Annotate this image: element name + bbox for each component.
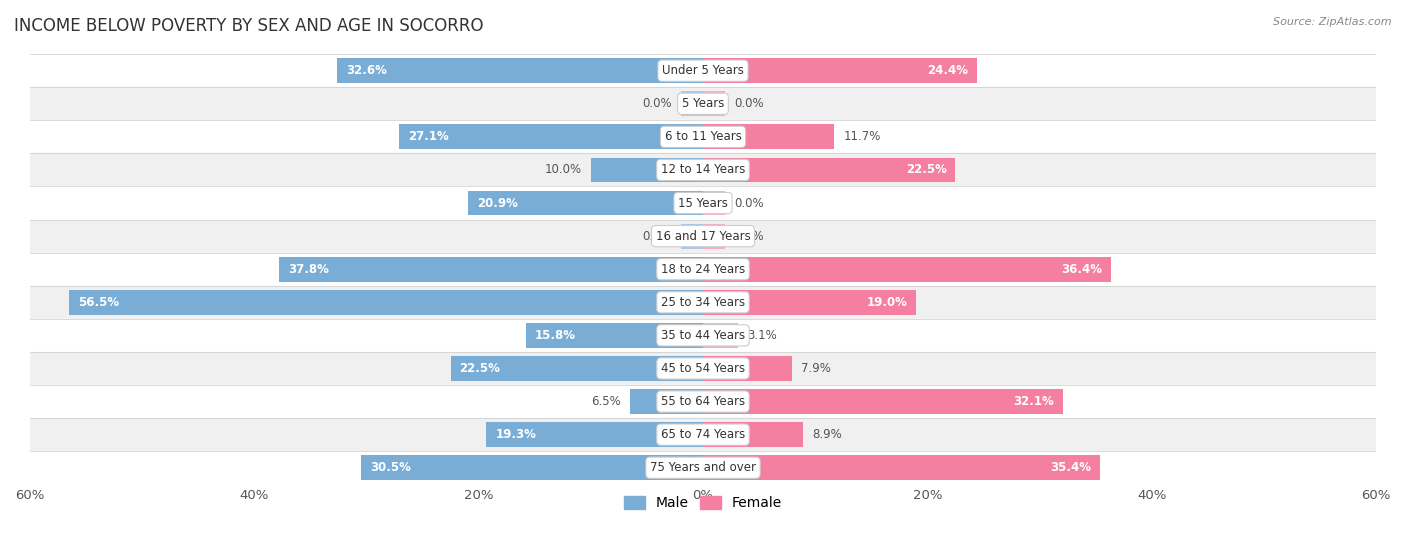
Text: 6 to 11 Years: 6 to 11 Years [665, 130, 741, 143]
Text: 56.5%: 56.5% [77, 296, 120, 309]
Text: 55 to 64 Years: 55 to 64 Years [661, 395, 745, 408]
Bar [703, 455, 1101, 480]
Bar [399, 125, 703, 149]
Text: 11.7%: 11.7% [844, 130, 880, 143]
Bar [703, 224, 725, 249]
Text: 0.0%: 0.0% [734, 197, 763, 210]
Bar [681, 224, 703, 249]
Text: 19.3%: 19.3% [495, 428, 536, 441]
Text: Under 5 Years: Under 5 Years [662, 64, 744, 77]
Text: 6.5%: 6.5% [592, 395, 621, 408]
Bar [468, 191, 703, 215]
Text: 65 to 74 Years: 65 to 74 Years [661, 428, 745, 441]
Text: Source: ZipAtlas.com: Source: ZipAtlas.com [1274, 17, 1392, 27]
Bar [30, 253, 1376, 286]
Bar [703, 125, 834, 149]
Bar [30, 385, 1376, 418]
Text: 32.6%: 32.6% [346, 64, 387, 77]
Text: 18 to 24 Years: 18 to 24 Years [661, 263, 745, 276]
Bar [526, 323, 703, 348]
Bar [30, 451, 1376, 484]
Bar [703, 356, 792, 381]
Text: 0.0%: 0.0% [643, 97, 672, 110]
Bar [450, 356, 703, 381]
Bar [30, 418, 1376, 451]
Bar [703, 422, 803, 447]
Text: 7.9%: 7.9% [800, 362, 831, 375]
Text: 24.4%: 24.4% [927, 64, 967, 77]
Text: INCOME BELOW POVERTY BY SEX AND AGE IN SOCORRO: INCOME BELOW POVERTY BY SEX AND AGE IN S… [14, 17, 484, 35]
Text: 19.0%: 19.0% [866, 296, 907, 309]
Bar [337, 58, 703, 83]
Bar [30, 352, 1376, 385]
Bar [69, 290, 703, 315]
Text: 35 to 44 Years: 35 to 44 Years [661, 329, 745, 342]
Text: 32.1%: 32.1% [1014, 395, 1054, 408]
Text: 35.4%: 35.4% [1050, 461, 1091, 474]
Text: 10.0%: 10.0% [544, 163, 582, 177]
Bar [681, 91, 703, 116]
Text: 15.8%: 15.8% [534, 329, 575, 342]
Bar [30, 187, 1376, 220]
Bar [361, 455, 703, 480]
Text: 37.8%: 37.8% [288, 263, 329, 276]
Legend: Male, Female: Male, Female [619, 491, 787, 516]
Text: 45 to 54 Years: 45 to 54 Years [661, 362, 745, 375]
Bar [30, 120, 1376, 153]
Bar [703, 58, 977, 83]
Text: 0.0%: 0.0% [643, 230, 672, 243]
Bar [591, 158, 703, 182]
Text: 16 and 17 Years: 16 and 17 Years [655, 230, 751, 243]
Bar [30, 286, 1376, 319]
Bar [703, 323, 738, 348]
Text: 15 Years: 15 Years [678, 197, 728, 210]
Bar [30, 220, 1376, 253]
Bar [703, 91, 725, 116]
Text: 22.5%: 22.5% [905, 163, 946, 177]
Text: 20.9%: 20.9% [478, 197, 519, 210]
Bar [30, 87, 1376, 120]
Bar [703, 257, 1112, 282]
Text: 27.1%: 27.1% [408, 130, 449, 143]
Bar [278, 257, 703, 282]
Text: 8.9%: 8.9% [811, 428, 842, 441]
Text: 75 Years and over: 75 Years and over [650, 461, 756, 474]
Bar [703, 389, 1063, 414]
Bar [30, 319, 1376, 352]
Text: 0.0%: 0.0% [734, 230, 763, 243]
Bar [486, 422, 703, 447]
Text: 36.4%: 36.4% [1062, 263, 1102, 276]
Text: 12 to 14 Years: 12 to 14 Years [661, 163, 745, 177]
Text: 30.5%: 30.5% [370, 461, 411, 474]
Text: 0.0%: 0.0% [734, 97, 763, 110]
Text: 25 to 34 Years: 25 to 34 Years [661, 296, 745, 309]
Text: 3.1%: 3.1% [747, 329, 776, 342]
Bar [30, 153, 1376, 187]
Text: 5 Years: 5 Years [682, 97, 724, 110]
Bar [630, 389, 703, 414]
Bar [703, 191, 725, 215]
Bar [30, 54, 1376, 87]
Bar [703, 290, 917, 315]
Bar [703, 158, 956, 182]
Text: 22.5%: 22.5% [460, 362, 501, 375]
